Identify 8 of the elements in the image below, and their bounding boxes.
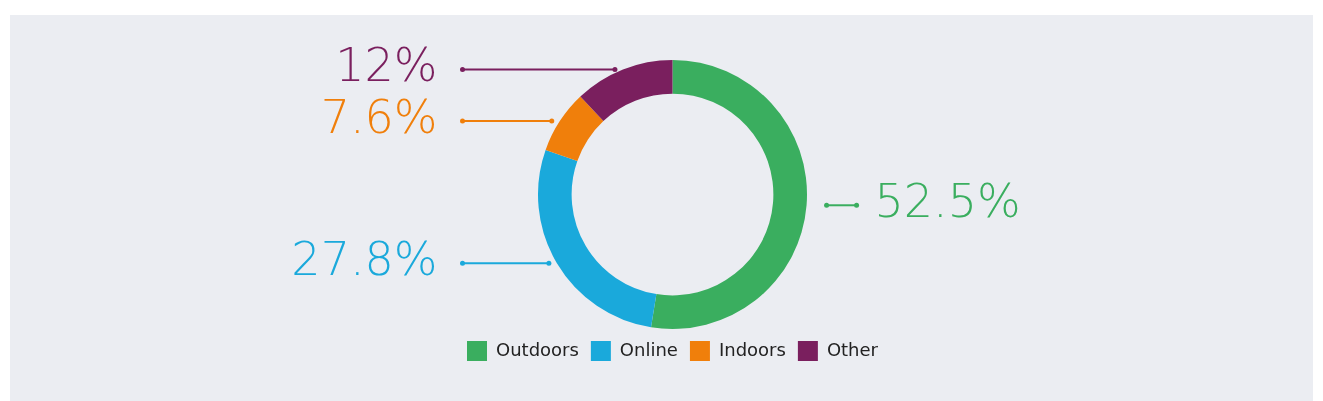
legend-label: Other <box>826 338 879 360</box>
data-label: 52.5% <box>874 174 1021 229</box>
data-label: 7.6% <box>320 90 438 145</box>
data-label: 12% <box>335 38 438 93</box>
legend-label: Outdoors <box>496 338 579 360</box>
data-label: 27.8% <box>291 232 438 287</box>
legend-label: Indoors <box>718 338 786 360</box>
legend-label: Online <box>619 338 678 360</box>
